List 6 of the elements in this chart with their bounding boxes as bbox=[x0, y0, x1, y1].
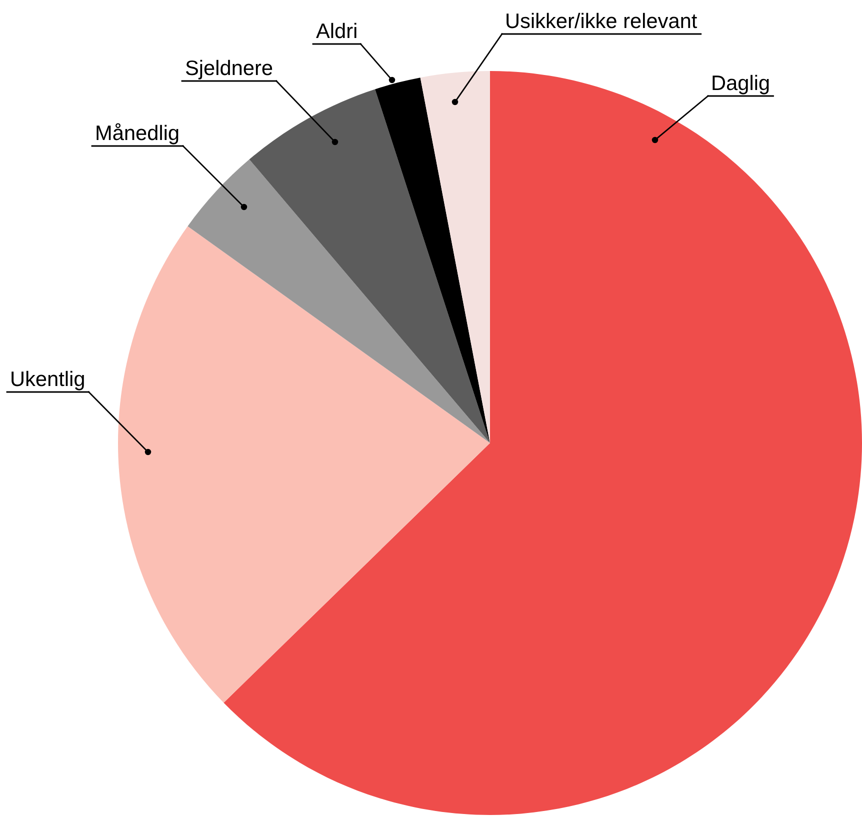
slice-label: Aldri bbox=[316, 22, 356, 38]
slice-label: Usikker/ikke relevant bbox=[506, 12, 698, 28]
slice-label: Daglig bbox=[712, 74, 769, 94]
slice-label: Månedlig bbox=[96, 123, 178, 144]
slice-label: Ukentlig bbox=[12, 370, 84, 390]
slice-label: Sjeldnere bbox=[186, 60, 272, 80]
